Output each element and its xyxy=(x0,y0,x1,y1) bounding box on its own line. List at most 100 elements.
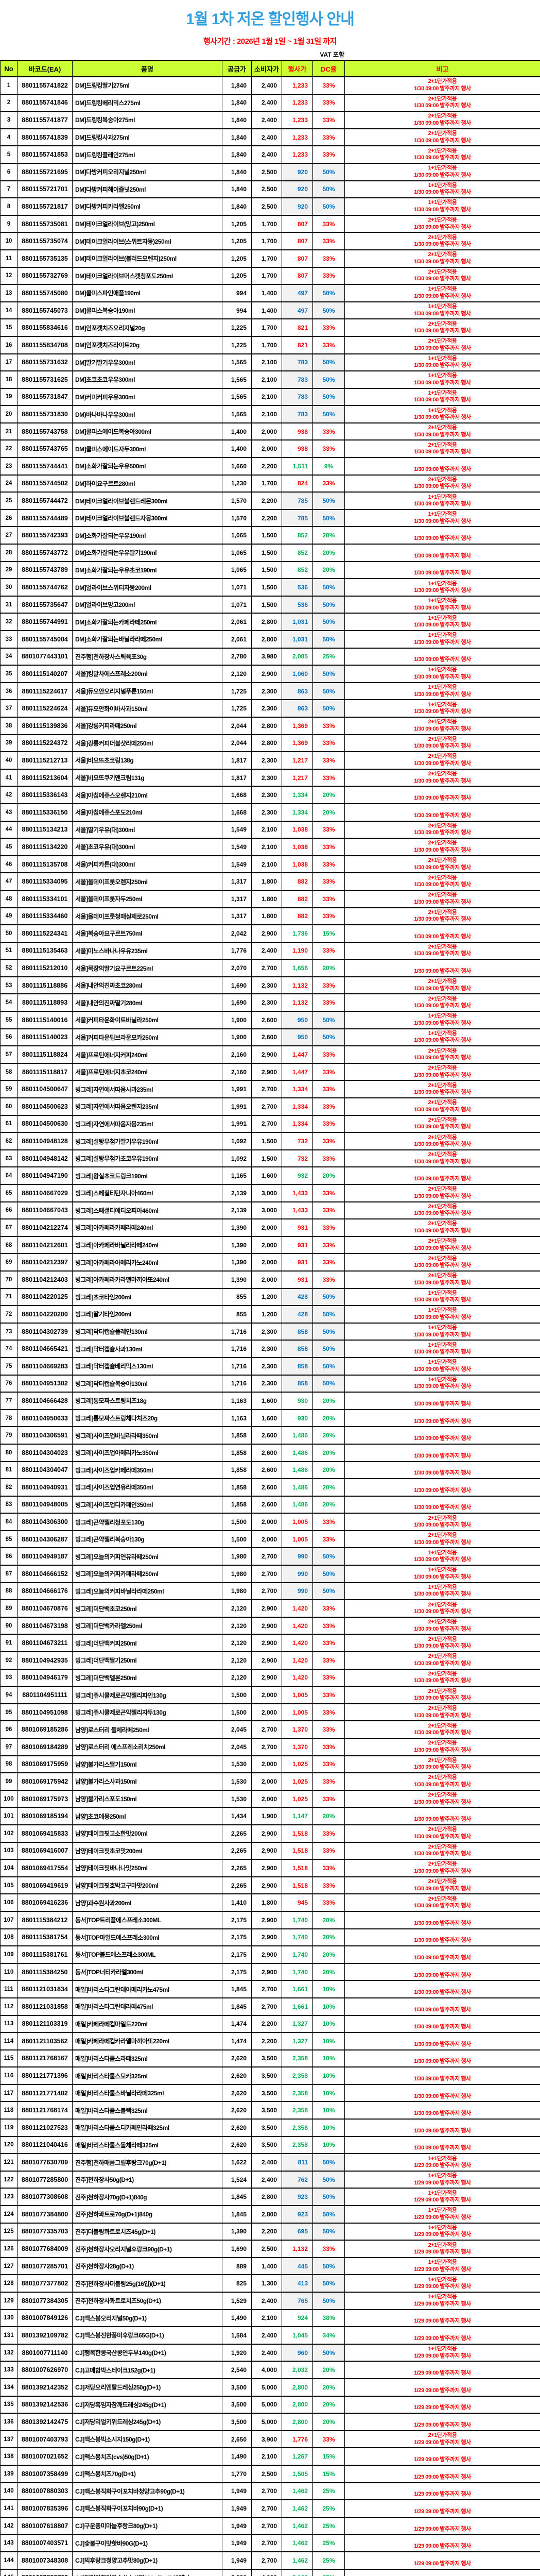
table-row: 63 8801104948142 빙그레]설탕무첨가초코우유190ml 1,092 1,… xyxy=(0,1149,540,1168)
dc-rate: 33% xyxy=(312,266,345,285)
barcode: 8801077285800 xyxy=(17,2170,73,2189)
event-price: 2,800 xyxy=(282,2413,313,2431)
table-row: 109 8801115381761 동서]TOP볼드에스프레소300ML 2,175 2… xyxy=(0,1945,540,1964)
table-row: 35 8801115140207 서울]킹말차에스프레소200ml 2,120 2,90… xyxy=(0,665,540,683)
barcode: 8801104220200 xyxy=(17,1305,73,1324)
table-row: 6 8801155721695 DM]다방커피오리지널250ml 1,840 2,500… xyxy=(0,162,540,181)
remark: 2+1단가적용 1/30 09:00 발주까지 행사 xyxy=(344,318,540,337)
product-name: 빙그레]더단백커피250ml xyxy=(72,1634,222,1653)
supply-price: 1,991 xyxy=(222,1114,252,1133)
consumer-price: 2,000 xyxy=(251,1253,282,1272)
event-price: 807 xyxy=(282,214,313,233)
event-price: 858 xyxy=(282,1374,313,1393)
remark-bundle-line: 1+1단가적용 xyxy=(428,684,457,691)
remark-bundle-line xyxy=(346,2311,539,2318)
product-name: 빙그레]닥터캡슐플레인130ml xyxy=(72,1322,222,1341)
table-row: 44 8801115134213 서울]딸기우유(대)300ml 1,549 2,100… xyxy=(0,820,540,839)
dc-rate: 20% xyxy=(312,561,345,580)
supply-price: 1,845 xyxy=(222,1980,252,1998)
remark: 2+1단가적용 1/30 09:00 발주까지 행사 xyxy=(344,734,540,753)
remark: 2+1단가적용 1/30 09:00 발주까지 행사 xyxy=(344,1720,540,1739)
table-row: 76 8801104951302 빙그레]닥터캡슐복숭아130ml 1,716 2,30… xyxy=(0,1374,540,1393)
consumer-price: 2,500 xyxy=(251,197,282,216)
product-name: 서울]프로틴에너지초코240ml xyxy=(72,1062,222,1081)
row-no: 52 xyxy=(0,959,18,977)
product-name: DM]쿨피스에이드복숭아300ml xyxy=(72,422,222,441)
remark-deadline-line: 1/30 09:00 발주까지 행사 xyxy=(414,1262,471,1269)
supply-price: 2,042 xyxy=(222,924,252,943)
supply-price: 1,660 xyxy=(222,457,252,476)
remark-bundle-line xyxy=(346,2484,539,2492)
dc-rate: 33% xyxy=(312,976,345,995)
row-no: 10 xyxy=(0,232,18,250)
remark-deadline-line: 1/30 09:00 발주까지 행사 xyxy=(414,1937,471,1944)
row-no: 26 xyxy=(0,509,18,528)
product-name: 빙그레]오늘의커피카페라떼250ml xyxy=(72,1565,222,1583)
table-row: 137 8801007403793 CJ]맥스봉빅소시지150g(D+1) 2,650… xyxy=(0,2430,540,2449)
row-no: 24 xyxy=(0,474,18,493)
event-price: 785 xyxy=(282,492,313,510)
product-name: 매일]바리스타룰스모카325ml xyxy=(72,2066,222,2085)
product-name: 서울]복숭아요구르트750ml xyxy=(72,924,222,943)
remark: 2+1단가적용 1/30 09:00 발주까지 행사 xyxy=(344,1755,540,1774)
remark: 1+1단가적용 1/30 09:00 발주까지 행사 xyxy=(344,1582,540,1601)
row-no: 95 xyxy=(0,1703,18,1722)
remark-bundle-line: 2+1단가적용 xyxy=(428,840,457,846)
event-price: 1,038 xyxy=(282,855,313,874)
row-no: 69 xyxy=(0,1253,18,1272)
remark-deadline-line: 1/30 09:00 발주까지 행사 xyxy=(414,604,471,611)
remark: 1/30 09:00 발주까지 행사 xyxy=(344,1980,540,1998)
barcode: 8801155834708 xyxy=(17,335,73,354)
remark-deadline-line: 1/30 09:00 발주까지 행사 xyxy=(414,1885,471,1892)
consumer-price: 2,700 xyxy=(251,1582,282,1601)
remark-deadline-line: 1/30 09:00 발주까지 행사 xyxy=(414,431,471,438)
row-no: 42 xyxy=(0,786,18,804)
dc-rate: 50% xyxy=(312,1287,345,1307)
row-no: 98 xyxy=(0,1755,18,1774)
table-row: 79 8801104306591 빙그레)사이즈업바닐라라떼350ml 1,858 2,… xyxy=(0,1426,540,1445)
product-name: 매일]카페라떼컵카라멜마끼아또220ml xyxy=(72,2032,222,2050)
remark-deadline-line: 1/30 09:00 발주까지 행사 xyxy=(414,172,471,178)
barcode: 8801104940931 xyxy=(17,1478,73,1497)
remark: 1+1단가적용 1/30 09:00 발주까지 행사 xyxy=(344,162,540,181)
product-name: 진주]천하장사28g(D+1) xyxy=(72,2257,222,2276)
dc-rate: 10% xyxy=(312,2136,345,2155)
dc-rate: 33% xyxy=(312,1668,345,1687)
remark-deadline-line: 1/30 09:00 발주까지 행사 xyxy=(414,120,471,126)
consumer-price: 2,900 xyxy=(251,1062,282,1081)
event-price: 785 xyxy=(282,509,313,528)
supply-price: 1,858 xyxy=(222,1478,252,1497)
supply-price: 2,160 xyxy=(222,1045,252,1064)
dc-rate: 33% xyxy=(312,1045,345,1064)
row-no: 76 xyxy=(0,1374,18,1393)
consumer-price: 2,100 xyxy=(251,405,282,423)
table-row: 100 8801069175973 남양]불가리스포도150ml 1,530 2,000… xyxy=(0,1789,540,1808)
consumer-price: 1,400 xyxy=(251,284,282,302)
remark: 2+1단가적용 1/30 09:00 발주까지 행사 xyxy=(344,855,540,874)
remark-bundle-line xyxy=(346,1947,539,1955)
barcode: 8801155741853 xyxy=(17,145,73,164)
col-dc-rate: DC율 xyxy=(312,60,345,77)
dc-rate: 50% xyxy=(312,2257,345,2276)
barcode: 8801121768167 xyxy=(17,2049,73,2068)
remark: 1/29 09:00 발주까지 행사 xyxy=(344,2378,540,2397)
dc-rate: 33% xyxy=(312,1270,345,1289)
remark: 1+1단가적용 1/30 09:00 발주까지 행사 xyxy=(344,284,540,302)
supply-price: 1,163 xyxy=(222,1392,252,1410)
dc-rate: 33% xyxy=(312,422,345,441)
row-no: 53 xyxy=(0,976,18,995)
table-row: 142 8801007618807 CJ]구운풍미마늘후랑크80g(D+1) 1,94… xyxy=(0,2516,540,2535)
event-price: 536 xyxy=(282,578,313,597)
table-row: 3 8801155741877 DM]드링킹복숭아275ml 1,840 2,400 1,… xyxy=(0,111,540,129)
remark-bundle-line xyxy=(346,2553,539,2561)
barcode: 8801104666428 xyxy=(17,1392,73,1410)
remark-deadline-line: 1/30 09:00 발주까지 행사 xyxy=(414,1487,471,1494)
remark-bundle-line: 2+1단가적용 xyxy=(428,1515,457,1521)
supply-price: 1,163 xyxy=(222,1409,252,1428)
dc-rate: 33% xyxy=(312,1097,345,1116)
remark-bundle-line: 1+1단가적용 xyxy=(428,372,457,379)
remark-deadline-line: 1/30 09:00 발주까지 행사 xyxy=(414,2127,471,2134)
remark-bundle-line: 2+1단가적용 xyxy=(428,251,457,258)
dc-rate: 20% xyxy=(312,1962,345,1981)
remark: 2+1단가적용 1/30 09:00 발주까지 행사 xyxy=(344,1876,540,1895)
